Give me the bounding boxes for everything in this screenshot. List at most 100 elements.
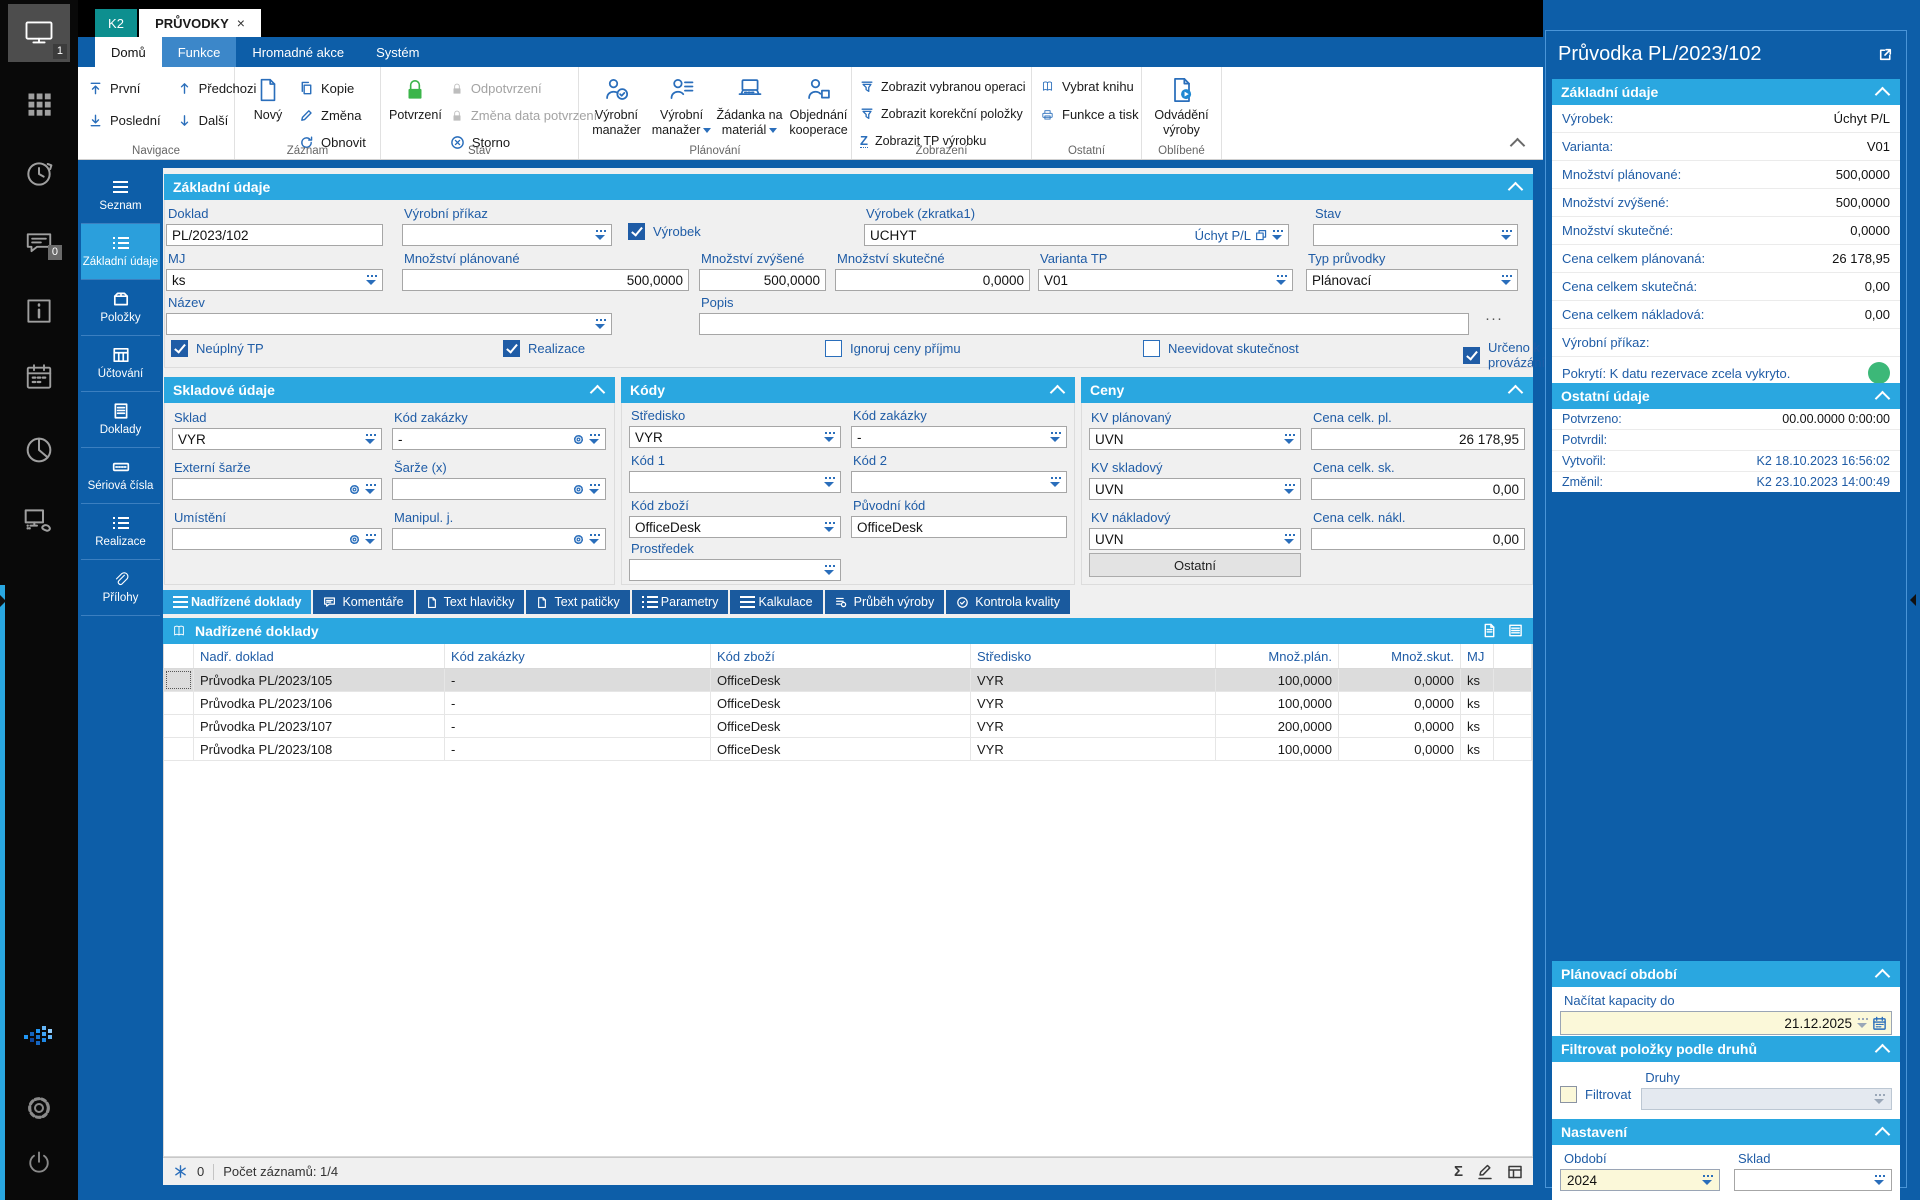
popis-field[interactable] — [699, 313, 1469, 335]
cena-celk-pl-field[interactable]: 26 178,95 — [1311, 428, 1525, 450]
gear-icon[interactable] — [348, 483, 361, 496]
calendar-icon[interactable] — [24, 362, 54, 392]
vyrobni-manazer-button[interactable]: Výrobní manažer — [585, 73, 648, 159]
vyrobek-zkratka-field[interactable]: UCHYT Úchyt P/L — [864, 224, 1289, 246]
sidebar-item-seznam[interactable]: Seznam — [81, 168, 160, 224]
table-row[interactable]: Průvodka PL/2023/105- OfficeDesk VYR 100,00… — [164, 669, 1532, 692]
checkbox[interactable] — [171, 340, 188, 357]
dropdown-icon[interactable] — [823, 475, 837, 490]
dropdown-icon[interactable] — [1856, 1016, 1870, 1031]
stacked-cards-icon[interactable] — [1255, 229, 1268, 242]
sidebar-item-seriova-cisla[interactable]: Sériová čísla — [81, 448, 160, 504]
ribbon-tab-system[interactable]: Systém — [376, 44, 420, 60]
sidebar-item-zakladni-udaje[interactable]: Základní údaje — [81, 224, 160, 280]
mnozstvi-skutecne-field[interactable]: 0,0000 — [835, 269, 1030, 291]
popis-more-button[interactable]: ··· — [1485, 310, 1503, 327]
collapse-chevron-icon[interactable] — [1507, 384, 1524, 401]
sarze-field[interactable] — [392, 478, 606, 500]
settings-gear-icon[interactable] — [23, 1092, 55, 1124]
table-row[interactable]: Průvodka PL/2023/108- OfficeDesk VYR 100,00… — [164, 738, 1532, 761]
vybrat-knihu-button[interactable]: Vybrat knihu — [1040, 75, 1141, 98]
section-header-zakladni-udaje[interactable]: Základní údaje — [164, 174, 1533, 200]
time-pie-icon[interactable] — [23, 434, 55, 466]
confirm-button[interactable]: Potvrzení — [389, 73, 442, 159]
dropdown-icon[interactable] — [594, 317, 608, 332]
kod-zakazky2-field[interactable]: - — [851, 426, 1067, 448]
odvadeni-vyroby-button[interactable]: Odvádění výroby — [1149, 73, 1215, 159]
table-row[interactable]: Průvodka PL/2023/107- OfficeDesk VYR 200,00… — [164, 715, 1532, 738]
dropdown-icon[interactable] — [594, 228, 608, 243]
dropdown-icon[interactable] — [364, 482, 378, 497]
close-icon[interactable]: × — [236, 15, 245, 31]
sidebar-item-polozky[interactable]: Položky — [81, 280, 160, 336]
zobrazit-korekcni-polozky-button[interactable]: Zobrazit korekční položky — [860, 102, 1031, 125]
cena-celk-sk-field[interactable]: 0,00 — [1311, 478, 1525, 500]
info-icon[interactable] — [24, 296, 54, 326]
open-external-icon[interactable] — [1877, 46, 1894, 63]
puvodni-kod-field[interactable]: OfficeDesk — [851, 516, 1067, 538]
k2-logo[interactable] — [24, 1035, 54, 1049]
workspace-button[interactable]: 1 — [8, 4, 70, 62]
prev-record-button[interactable]: Předchozi — [177, 77, 256, 100]
checkbox[interactable] — [1463, 346, 1480, 364]
zobrazit-vybranou-operaci-button[interactable]: Zobrazit vybranou operaci — [860, 75, 1031, 98]
dropdown-icon[interactable] — [364, 432, 378, 447]
card-header[interactable]: Filtrovat položky podle druhů — [1552, 1036, 1900, 1062]
umisteni-field[interactable] — [172, 528, 382, 550]
collapse-chevron-icon[interactable] — [1874, 86, 1891, 103]
mnozstvi-planovane-field[interactable]: 500,0000 — [402, 269, 689, 291]
vyrobni-prikaz-field[interactable] — [402, 224, 612, 246]
manipul-field[interactable] — [392, 528, 606, 550]
sklad-panel-field[interactable] — [1734, 1169, 1892, 1191]
table-row[interactable]: Průvodka PL/2023/106- OfficeDesk VYR 100,00… — [164, 692, 1532, 715]
gear-icon[interactable] — [572, 483, 585, 496]
ostatni-button[interactable]: Ostatní — [1089, 553, 1301, 577]
right-panel-collapse-arrow[interactable] — [1910, 594, 1916, 606]
table-menu-icon[interactable] — [1508, 623, 1523, 638]
power-icon[interactable] — [24, 1148, 54, 1178]
collapse-chevron-icon[interactable] — [1874, 390, 1891, 407]
kod-zakazky-field[interactable]: - — [392, 428, 606, 450]
kod2-field[interactable] — [851, 471, 1067, 493]
dropdown-icon[interactable] — [1049, 430, 1063, 445]
checkbox[interactable] — [825, 340, 842, 357]
last-record-button[interactable]: Poslední — [88, 109, 161, 132]
section-header-kody[interactable]: Kódy — [621, 377, 1075, 403]
tab-text-hlavicky[interactable]: Text hlavičky — [415, 590, 525, 614]
calendar-picker-icon[interactable] — [1872, 1016, 1887, 1031]
sidebar-item-doklady[interactable]: Doklady — [81, 392, 160, 448]
kod1-field[interactable] — [629, 471, 841, 493]
tab-kontrola-kvality[interactable]: Kontrola kvality — [946, 590, 1071, 614]
dropdown-icon[interactable] — [1873, 1173, 1887, 1188]
ribbon-tab-hromadne-akce[interactable]: Hromadné akce — [252, 44, 345, 60]
kv-nakladovy-field[interactable]: UVN — [1089, 528, 1301, 550]
dropdown-icon[interactable] — [823, 430, 837, 445]
storno-button[interactable]: Storno — [450, 131, 597, 154]
collapse-chevron-icon[interactable] — [1874, 1043, 1891, 1060]
checkbox[interactable] — [1143, 340, 1160, 357]
checkbox[interactable] — [503, 340, 520, 357]
refresh-button[interactable]: Obnovit — [299, 131, 366, 154]
form-grid-icon[interactable] — [1507, 1164, 1523, 1180]
stredisko-field[interactable]: VYR — [629, 426, 841, 448]
tab-nadrizene-doklady[interactable]: Nadřízené doklady — [163, 590, 312, 614]
section-header-skladove-udaje[interactable]: Skladové údaje — [164, 377, 615, 403]
nazev-field[interactable] — [166, 313, 612, 335]
card-header[interactable]: Plánovací období — [1552, 961, 1900, 987]
collapse-chevron-icon[interactable] — [1049, 384, 1066, 401]
ribbon-tab-domu[interactable]: Domů — [95, 37, 162, 67]
tab-k2[interactable]: K2 — [95, 9, 137, 37]
ribbon-tab-funkce[interactable]: Funkce — [161, 37, 237, 67]
next-record-button[interactable]: Další — [177, 109, 257, 132]
objednani-kooperace-button[interactable]: Objednání kooperace — [786, 73, 851, 159]
card-header[interactable]: Nastavení — [1552, 1119, 1900, 1145]
collapse-chevron-icon[interactable] — [589, 384, 606, 401]
sidebar-item-uctovani[interactable]: Účtování — [81, 336, 160, 392]
tab-pruvodky[interactable]: PRŮVODKY × — [139, 9, 261, 37]
dropdown-icon[interactable] — [365, 273, 379, 288]
dropdown-icon[interactable] — [1049, 475, 1063, 490]
dropdown-icon[interactable] — [1283, 432, 1297, 447]
obdobi-field[interactable]: 2024 — [1560, 1169, 1720, 1191]
kv-skladovy-field[interactable]: UVN — [1089, 478, 1301, 500]
externi-sarze-field[interactable] — [172, 478, 382, 500]
